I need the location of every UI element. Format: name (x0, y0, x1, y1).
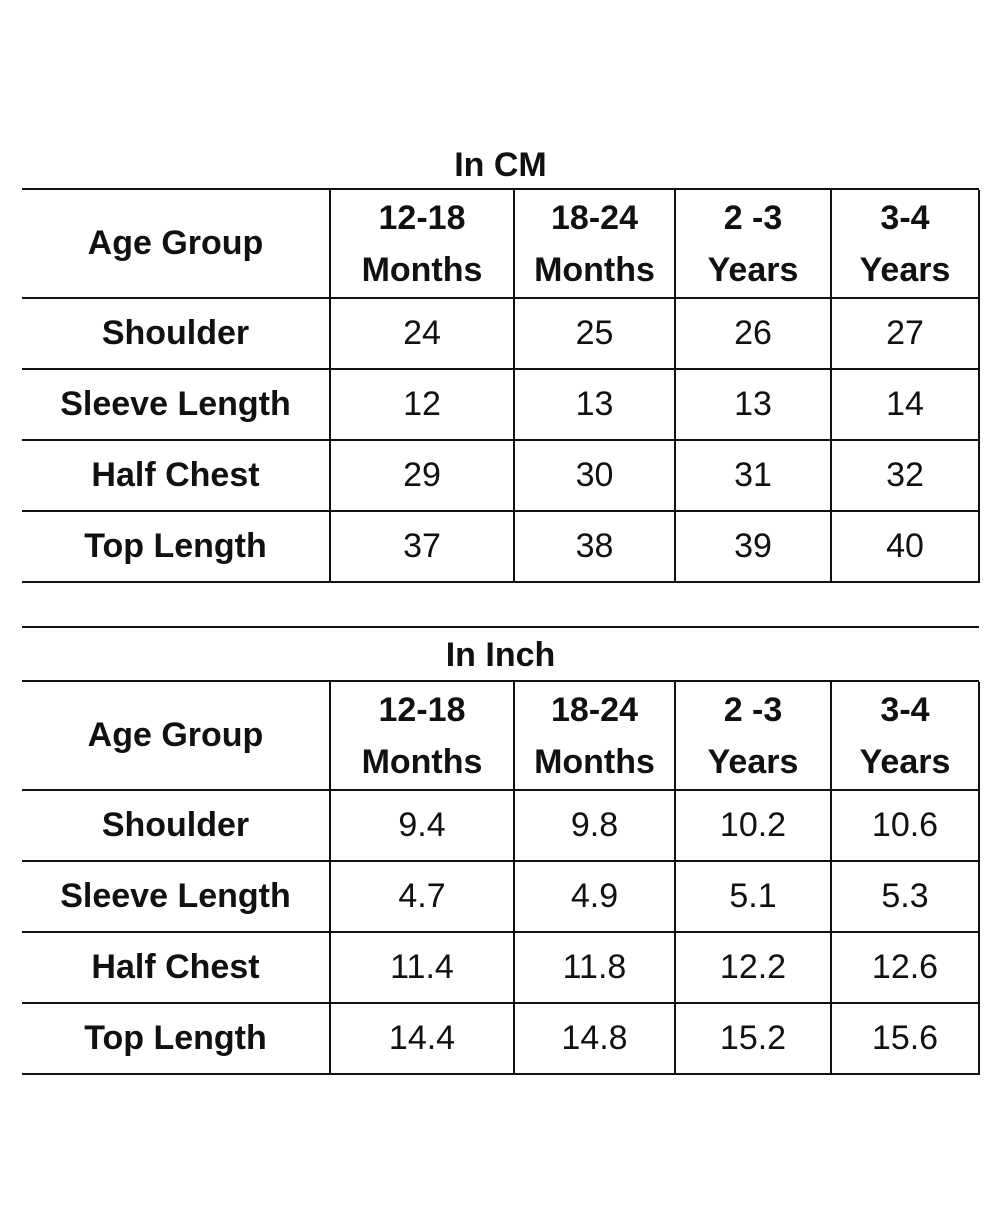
column-header: 3-4 Years (830, 190, 980, 299)
table-cell: 40 (830, 510, 980, 583)
column-header: 2 -3 Years (674, 682, 832, 791)
table-cell: 14.8 (513, 1002, 676, 1075)
table-row: Top Length 37 38 39 40 (22, 510, 980, 583)
header-row: Age Group 12-18 Months 18-24 Months 2 -3 Ye… (22, 682, 980, 791)
table-cell: 13 (513, 368, 676, 441)
column-header: 18-24 Months (513, 190, 676, 299)
size-chart-inch: In Inch Age Group 12-18 Months 18-24 Month… (22, 626, 980, 1075)
table-cell: 27 (830, 297, 980, 370)
table-cell: 15.6 (830, 1002, 980, 1075)
table-cell: 30 (513, 439, 676, 512)
column-header: 12-18 Months (329, 190, 515, 299)
table-cell: 10.2 (674, 789, 832, 862)
row-label: Half Chest (22, 439, 331, 512)
row-label: Top Length (22, 510, 331, 583)
table-row: Sleeve Length 4.7 4.9 5.1 5.3 (22, 860, 980, 933)
table-cell: 14.4 (329, 1002, 515, 1075)
table-cell: 5.1 (674, 860, 832, 933)
table-cell: 13 (674, 368, 832, 441)
table-cell: 32 (830, 439, 980, 512)
table-row: Top Length 14.4 14.8 15.2 15.6 (22, 1002, 980, 1075)
table-row: Shoulder 9.4 9.8 10.2 10.6 (22, 789, 980, 862)
table-cell: 15.2 (674, 1002, 832, 1075)
row-label: Sleeve Length (22, 860, 331, 933)
table-cell: 37 (329, 510, 515, 583)
table-cell: 12.6 (830, 931, 980, 1004)
table-cell: 29 (329, 439, 515, 512)
table-row: Half Chest 11.4 11.8 12.2 12.6 (22, 931, 980, 1004)
table-cell: 26 (674, 297, 832, 370)
table-cell: 31 (674, 439, 832, 512)
table-cell: 11.8 (513, 931, 676, 1004)
table-cell: 38 (513, 510, 676, 583)
table-cell: 12 (329, 368, 515, 441)
table-row: Sleeve Length 12 13 13 14 (22, 368, 980, 441)
age-group-header: Age Group (22, 682, 331, 791)
row-label: Top Length (22, 1002, 331, 1075)
table-cell: 14 (830, 368, 980, 441)
table-cell: 9.8 (513, 789, 676, 862)
column-header: 2 -3 Years (674, 190, 832, 299)
table-cell: 4.7 (329, 860, 515, 933)
row-label: Half Chest (22, 931, 331, 1004)
row-label: Shoulder (22, 789, 331, 862)
chart-title: In Inch (22, 626, 979, 682)
column-header: 3-4 Years (830, 682, 980, 791)
row-label: Shoulder (22, 297, 331, 370)
size-chart-cm: In CM Age Group 12-18 Months 18-24 Months … (22, 140, 980, 583)
column-header: 12-18 Months (329, 682, 515, 791)
table-cell: 5.3 (830, 860, 980, 933)
table-cell: 25 (513, 297, 676, 370)
table-cell: 9.4 (329, 789, 515, 862)
table-cell: 11.4 (329, 931, 515, 1004)
chart-title: In CM (22, 140, 979, 190)
size-table: Age Group 12-18 Months 18-24 Months 2 -3 Ye… (22, 190, 980, 583)
row-label: Sleeve Length (22, 368, 331, 441)
table-cell: 24 (329, 297, 515, 370)
table-cell: 39 (674, 510, 832, 583)
table-cell: 12.2 (674, 931, 832, 1004)
table-row: Half Chest 29 30 31 32 (22, 439, 980, 512)
table-cell: 4.9 (513, 860, 676, 933)
table-row: Shoulder 24 25 26 27 (22, 297, 980, 370)
column-header: 18-24 Months (513, 682, 676, 791)
age-group-header: Age Group (22, 190, 331, 299)
table-cell: 10.6 (830, 789, 980, 862)
header-row: Age Group 12-18 Months 18-24 Months 2 -3 Ye… (22, 190, 980, 299)
size-table: Age Group 12-18 Months 18-24 Months 2 -3 Ye… (22, 682, 980, 1075)
